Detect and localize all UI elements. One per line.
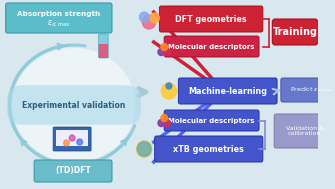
Circle shape xyxy=(158,49,164,56)
Circle shape xyxy=(69,135,75,141)
FancyBboxPatch shape xyxy=(99,44,108,58)
Text: Molecular descriptors: Molecular descriptors xyxy=(169,118,255,123)
Circle shape xyxy=(161,115,168,122)
Text: Absorption strength: Absorption strength xyxy=(17,11,100,17)
FancyBboxPatch shape xyxy=(164,110,259,131)
Circle shape xyxy=(166,83,172,89)
FancyBboxPatch shape xyxy=(56,130,88,146)
FancyBboxPatch shape xyxy=(34,160,112,182)
Circle shape xyxy=(164,119,170,126)
Circle shape xyxy=(158,119,164,126)
Text: Experimental validation: Experimental validation xyxy=(22,101,126,109)
FancyBboxPatch shape xyxy=(99,34,108,58)
Text: Validation &
calibration: Validation & calibration xyxy=(286,126,324,136)
FancyBboxPatch shape xyxy=(53,127,91,151)
FancyBboxPatch shape xyxy=(281,78,335,102)
Text: Machine-learning: Machine-learning xyxy=(188,87,267,95)
Text: (TD)DFT: (TD)DFT xyxy=(55,167,91,176)
Circle shape xyxy=(139,12,149,22)
Circle shape xyxy=(164,49,170,56)
FancyBboxPatch shape xyxy=(274,114,335,148)
FancyBboxPatch shape xyxy=(164,36,259,57)
FancyBboxPatch shape xyxy=(6,3,112,33)
Ellipse shape xyxy=(12,48,136,162)
Text: Molecular descriptors: Molecular descriptors xyxy=(169,43,255,50)
Text: xTB geometries: xTB geometries xyxy=(173,145,244,153)
Text: Training: Training xyxy=(273,27,318,37)
FancyBboxPatch shape xyxy=(272,19,318,45)
Circle shape xyxy=(64,140,69,146)
FancyBboxPatch shape xyxy=(155,136,263,162)
Circle shape xyxy=(142,15,156,29)
Circle shape xyxy=(161,83,177,99)
Circle shape xyxy=(137,141,152,157)
Circle shape xyxy=(150,13,159,23)
Circle shape xyxy=(161,43,168,50)
Text: DFT geometries: DFT geometries xyxy=(175,15,247,23)
Circle shape xyxy=(138,142,151,156)
Circle shape xyxy=(77,139,82,145)
Text: $\varepsilon_{d,\mathrm{max}}$: $\varepsilon_{d,\mathrm{max}}$ xyxy=(47,19,71,29)
FancyBboxPatch shape xyxy=(159,6,263,32)
FancyBboxPatch shape xyxy=(179,78,277,104)
Text: Predict $\varepsilon_{d,\mathrm{max}}$: Predict $\varepsilon_{d,\mathrm{max}}$ xyxy=(290,86,334,94)
